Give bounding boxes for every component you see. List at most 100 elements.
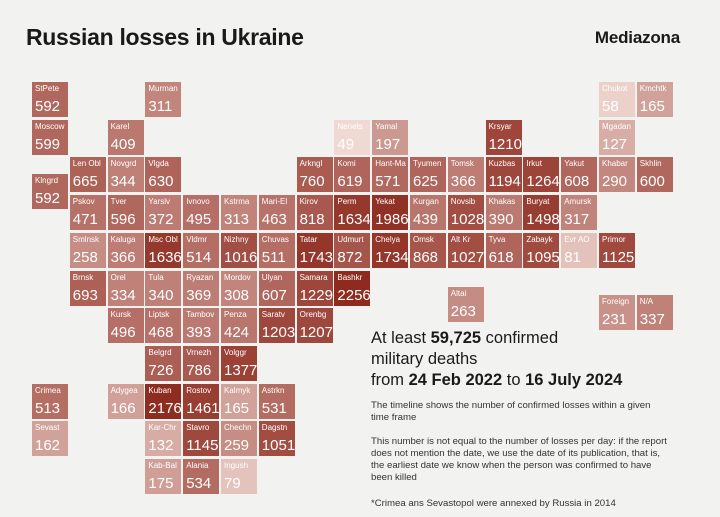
region-value: 514 — [186, 248, 212, 266]
region-tile[interactable]: Kuban 2176 — [145, 383, 182, 419]
region-tile[interactable]: Crimea 513 — [32, 383, 68, 419]
region-tile[interactable]: Chelya 1734 — [372, 232, 409, 268]
region-tile[interactable]: Saratv 1203 — [258, 308, 295, 344]
region-tile[interactable]: Samara 1229 — [296, 270, 333, 306]
region-tile[interactable]: Nenets 49 — [334, 119, 371, 155]
region-tile[interactable]: Arkngl 760 — [296, 157, 333, 193]
region-tile[interactable]: Novsib 1028 — [447, 195, 484, 231]
region-tile[interactable]: Yamal 197 — [372, 119, 409, 155]
region-tile[interactable]: Kurgan 439 — [410, 195, 446, 231]
region-tile[interactable]: Krsyar 1210 — [485, 119, 522, 155]
region-tile[interactable]: Tatar 1743 — [296, 232, 333, 268]
region-tile[interactable]: Ivnovo 495 — [183, 195, 220, 231]
region-tile[interactable]: Moscow 599 — [32, 119, 68, 155]
region-tile[interactable]: Tula 340 — [145, 270, 182, 306]
region-tile[interactable]: Dagstn 1051 — [258, 421, 295, 457]
region-tile[interactable]: Kar-Chr 132 — [145, 421, 182, 457]
region-tile[interactable]: Amursk 317 — [561, 195, 598, 231]
region-tile[interactable]: Kstrma 313 — [221, 195, 257, 231]
region-tile[interactable]: Murman 311 — [145, 82, 182, 117]
region-tile[interactable]: Vlgda 630 — [145, 157, 182, 193]
region-tile[interactable]: Orenbg 1207 — [296, 308, 333, 344]
region-tile[interactable]: Foreign 231 — [599, 295, 635, 330]
region-tile[interactable]: Primor 1125 — [599, 232, 635, 268]
region-tile[interactable]: Tomsk 366 — [447, 157, 484, 193]
region-tile[interactable]: Hant-Ma 571 — [372, 157, 409, 193]
region-tile[interactable]: Rostov 1461 — [183, 383, 220, 419]
region-tile[interactable]: Chuvas 511 — [258, 232, 295, 268]
region-tile[interactable]: Komi 619 — [334, 157, 371, 193]
region-tile[interactable]: Tyumen 625 — [410, 157, 446, 193]
region-tile[interactable]: Brnsk 693 — [69, 270, 106, 306]
region-tile[interactable]: Udmurt 872 — [334, 232, 371, 268]
region-tile[interactable]: Kmchtk 165 — [636, 82, 673, 117]
region-tile[interactable]: Skhlin 600 — [636, 157, 673, 193]
region-tile[interactable]: Kaluga 366 — [107, 232, 144, 268]
region-tile[interactable]: Vldmr 514 — [183, 232, 220, 268]
region-tile[interactable]: Ulyan 607 — [258, 270, 295, 306]
region-tile[interactable]: Alt Kr 1027 — [447, 232, 484, 268]
region-tile[interactable]: Klngrd 592 — [32, 174, 68, 210]
region-tile[interactable]: Altai 263 — [447, 287, 484, 323]
region-tile[interactable]: Zabayk 1095 — [523, 232, 560, 268]
region-tile[interactable]: Kalmyk 165 — [221, 383, 257, 419]
brand-logo[interactable]: Mediazona — [594, 28, 680, 47]
region-name: Yarslv — [148, 197, 171, 207]
region-tile[interactable]: Vrnezh 786 — [183, 345, 220, 381]
region-tile[interactable]: StPete 592 — [32, 82, 68, 117]
region-tile[interactable]: Evr AO 81 — [561, 232, 598, 268]
region-value: 337 — [639, 311, 665, 328]
region-tile[interactable]: Sevast 162 — [32, 421, 68, 457]
region-tile[interactable]: Smlnsk 258 — [69, 232, 106, 268]
region-name: Khakas — [488, 197, 516, 207]
region-tile[interactable]: Len Obl 665 — [69, 157, 106, 193]
region-tile[interactable]: Adygea 166 — [107, 383, 144, 419]
region-tile[interactable]: Khabar 290 — [599, 157, 635, 193]
region-tile[interactable]: Karel 409 — [107, 119, 144, 155]
region-tile[interactable]: Buryat 1498 — [523, 195, 560, 231]
region-tile[interactable]: Perm 1634 — [334, 195, 371, 231]
region-tile[interactable]: Yarslv 372 — [145, 195, 182, 231]
region-name: Kaluga — [110, 234, 136, 244]
region-tile[interactable]: Yakut 608 — [561, 157, 598, 193]
region-tile[interactable]: Nizhny 1016 — [221, 232, 257, 268]
region-tile[interactable]: Ingush 79 — [221, 459, 257, 494]
region-tile[interactable]: N/A 337 — [636, 295, 673, 330]
region-value: 175 — [148, 475, 174, 492]
region-value: 496 — [110, 324, 136, 342]
region-name: Altai — [450, 289, 467, 299]
region-tile[interactable]: Khakas 390 — [485, 195, 522, 231]
region-tile[interactable]: Irkut 1264 — [523, 157, 560, 193]
region-tile[interactable]: Kab-Bal 175 — [145, 459, 182, 494]
region-tile[interactable]: Tver 596 — [107, 195, 144, 231]
region-tile[interactable]: Penza 424 — [221, 308, 257, 344]
region-tile[interactable]: Alania 534 — [183, 459, 220, 494]
region-tile[interactable]: Mari-El 463 — [258, 195, 295, 231]
region-name: Smlnsk — [72, 234, 100, 244]
region-tile[interactable]: Tambov 393 — [183, 308, 220, 344]
region-tile[interactable]: Belgrd 726 — [145, 345, 182, 381]
region-tile[interactable]: Chechn 259 — [221, 421, 257, 457]
region-tile[interactable]: Volggr 1377 — [221, 345, 257, 381]
region-tile[interactable]: Mgadan 127 — [599, 119, 635, 155]
region-tile[interactable]: Pskov 471 — [69, 195, 106, 231]
region-tile[interactable]: Stavro 1145 — [183, 421, 220, 457]
region-name: Saratv — [261, 310, 285, 320]
region-tile[interactable]: Bashkr 2256 — [334, 270, 371, 306]
region-tile[interactable]: Ryazan 369 — [183, 270, 220, 306]
region-tile[interactable]: Orel 334 — [107, 270, 144, 306]
region-tile[interactable]: Yekat 1986 — [372, 195, 409, 231]
region-tile[interactable]: Chukot 58 — [599, 82, 635, 117]
region-value: 495 — [186, 211, 212, 229]
region-tile[interactable]: Omsk 868 — [410, 232, 446, 268]
region-tile[interactable]: Astrkn 531 — [258, 383, 295, 419]
region-value: 463 — [261, 211, 287, 229]
region-tile[interactable]: Liptsk 468 — [145, 308, 182, 344]
region-tile[interactable]: Kirov 818 — [296, 195, 333, 231]
region-tile[interactable]: Kursk 496 — [107, 308, 144, 344]
region-tile[interactable]: Tyva 618 — [485, 232, 522, 268]
region-tile[interactable]: Mordov 308 — [221, 270, 257, 306]
region-tile[interactable]: Kuzbas 1194 — [485, 157, 522, 193]
region-tile[interactable]: Msc Obl 1636 — [145, 232, 182, 268]
region-tile[interactable]: Novgrd 344 — [107, 157, 144, 193]
